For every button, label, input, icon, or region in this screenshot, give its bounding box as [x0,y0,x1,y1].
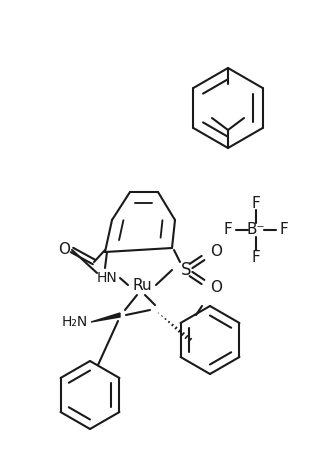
Text: F: F [252,249,260,265]
Text: HN: HN [97,271,117,285]
Text: O: O [58,242,70,258]
Text: F: F [280,222,288,238]
Text: H₂N: H₂N [62,315,88,329]
Text: O: O [210,245,222,260]
Text: F: F [224,222,232,238]
Text: O: O [210,281,222,295]
Text: F: F [252,196,260,211]
Text: Ru: Ru [132,277,152,293]
Text: S: S [181,261,191,279]
Polygon shape [91,313,120,322]
Text: B⁻: B⁻ [247,222,265,238]
